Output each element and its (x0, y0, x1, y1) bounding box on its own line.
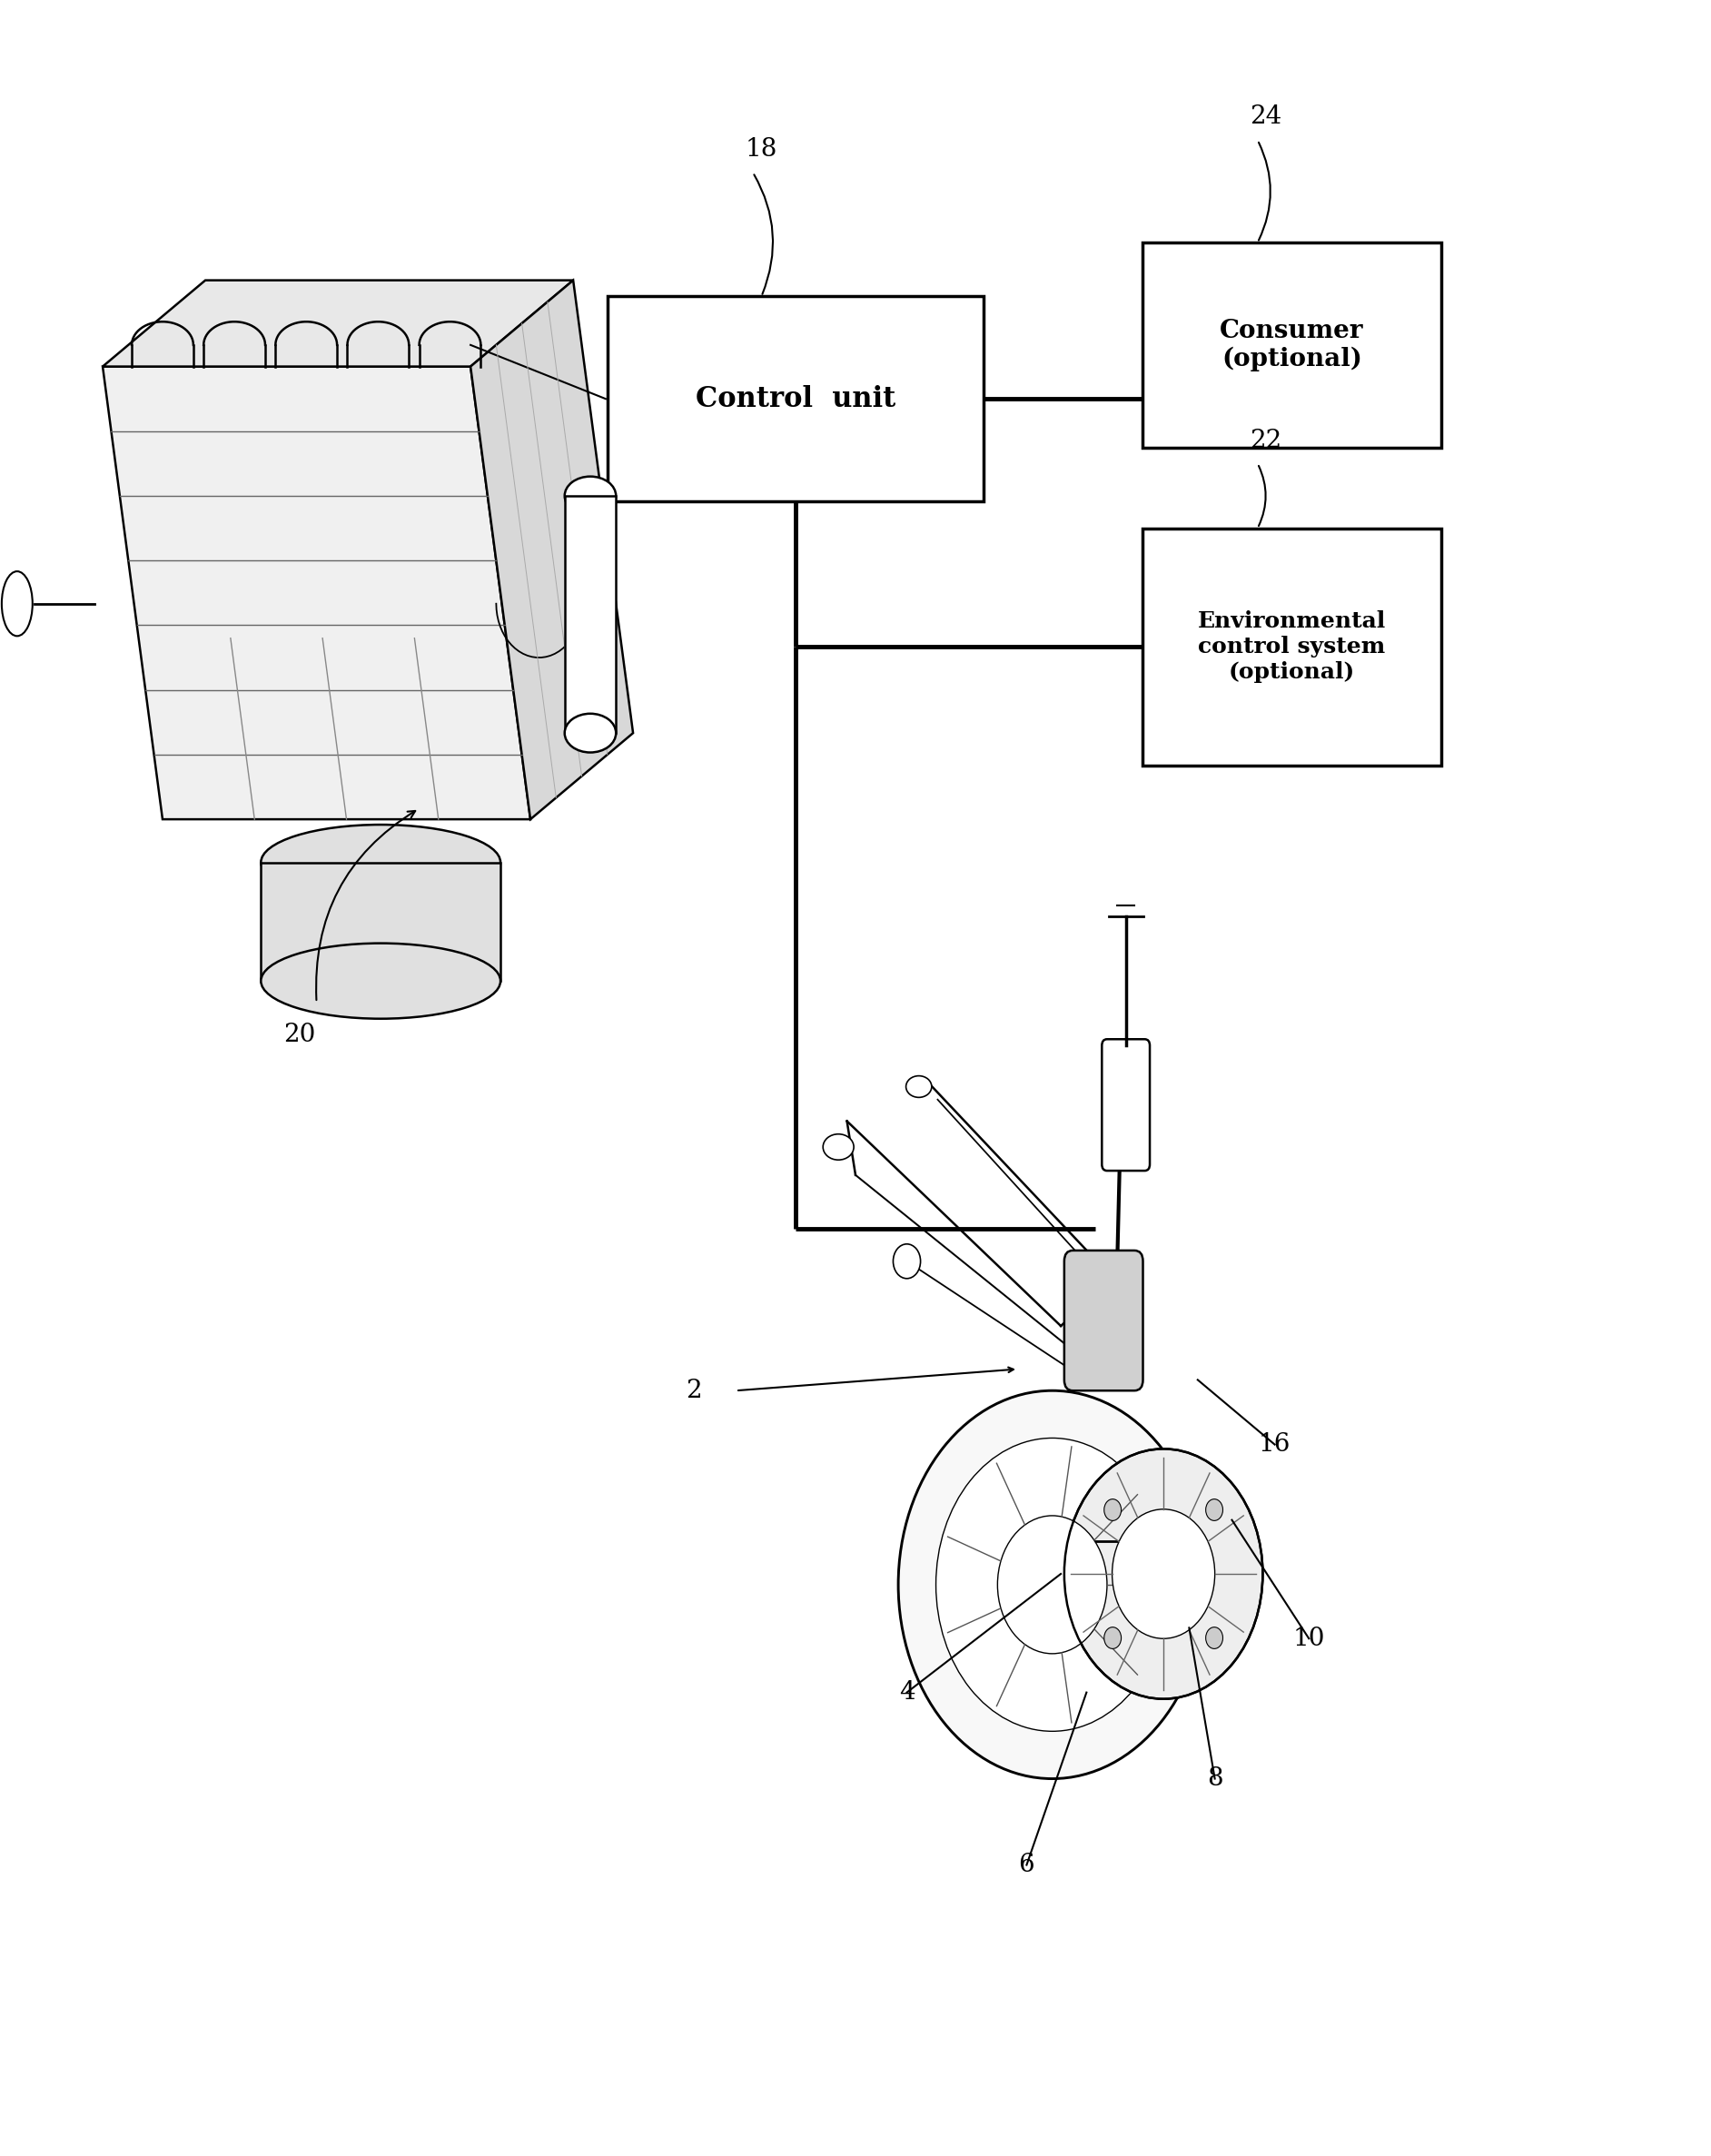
FancyArrowPatch shape (1259, 142, 1270, 239)
FancyBboxPatch shape (1143, 528, 1441, 765)
Circle shape (1104, 1628, 1121, 1649)
Text: 2: 2 (686, 1378, 702, 1404)
FancyBboxPatch shape (607, 298, 984, 502)
Polygon shape (103, 280, 573, 367)
Circle shape (998, 1516, 1107, 1654)
Ellipse shape (823, 1134, 854, 1160)
FancyBboxPatch shape (1102, 1039, 1150, 1171)
Text: Consumer
(optional): Consumer (optional) (1220, 319, 1364, 371)
Text: Control  unit: Control unit (696, 384, 895, 414)
Text: 6: 6 (1018, 1852, 1035, 1878)
Circle shape (1206, 1498, 1223, 1520)
Text: 4: 4 (898, 1680, 915, 1705)
Text: 22: 22 (1251, 429, 1282, 453)
Text: 24: 24 (1251, 106, 1282, 129)
Text: Environmental
control system
(optional): Environmental control system (optional) (1198, 610, 1386, 683)
FancyBboxPatch shape (1143, 244, 1441, 448)
Ellipse shape (565, 476, 616, 515)
FancyArrowPatch shape (1259, 466, 1266, 526)
Circle shape (1112, 1509, 1215, 1639)
Text: 20: 20 (284, 1022, 315, 1048)
FancyArrowPatch shape (755, 175, 773, 293)
Ellipse shape (260, 944, 501, 1020)
Text: 18: 18 (746, 138, 777, 162)
Circle shape (1064, 1449, 1263, 1699)
Ellipse shape (2, 571, 33, 636)
Text: 16: 16 (1259, 1432, 1290, 1457)
FancyBboxPatch shape (260, 862, 500, 981)
FancyArrowPatch shape (317, 811, 416, 1000)
Ellipse shape (907, 1076, 932, 1097)
Circle shape (936, 1438, 1169, 1731)
FancyBboxPatch shape (565, 496, 616, 733)
Ellipse shape (565, 714, 616, 752)
FancyBboxPatch shape (1064, 1250, 1143, 1391)
Ellipse shape (260, 826, 501, 901)
Polygon shape (103, 367, 530, 819)
Circle shape (893, 1244, 921, 1279)
Circle shape (898, 1391, 1206, 1779)
Text: 8: 8 (1206, 1766, 1223, 1792)
Polygon shape (471, 280, 633, 819)
Text: 10: 10 (1294, 1626, 1324, 1651)
Circle shape (1104, 1498, 1121, 1520)
Circle shape (1206, 1628, 1223, 1649)
